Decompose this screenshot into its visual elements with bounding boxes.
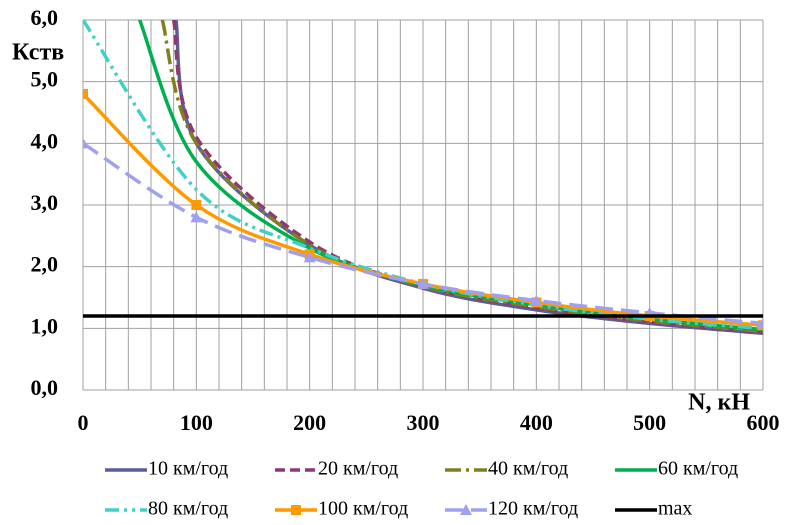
legend-marker: [291, 505, 301, 515]
y-axis-title: Кств: [12, 40, 64, 66]
y-tick-label: 3,0: [31, 190, 59, 215]
x-tick-label: 500: [633, 410, 666, 435]
y-tick-label: 2,0: [31, 252, 59, 277]
series-line: [83, 20, 763, 331]
marker: [83, 137, 89, 149]
x-tick-label: 0: [78, 410, 89, 435]
plot-lines: [83, 20, 763, 336]
marker: [530, 294, 543, 306]
marker: [191, 200, 202, 210]
y-tick-label: 6,0: [31, 5, 59, 30]
x-tick-label: 600: [747, 410, 780, 435]
x-axis-title: N, кН: [688, 390, 750, 416]
y-tick-label: 1,0: [31, 313, 59, 338]
y-tick-label: 0,0: [31, 375, 59, 400]
legend-label: 20 км/год: [318, 458, 398, 480]
x-tick-label: 200: [293, 410, 326, 435]
legend-marker: [460, 504, 472, 515]
marker: [190, 211, 203, 223]
legend-label: 60 км/год: [658, 458, 738, 480]
x-tick-label: 100: [180, 410, 213, 435]
x-tick-label: 400: [520, 410, 553, 435]
legend-label: 80 км/год: [148, 498, 228, 520]
marker: [303, 251, 316, 263]
y-tick-label: 5,0: [31, 67, 59, 92]
series-line: [171, 20, 763, 335]
x-tick-label: 300: [407, 410, 440, 435]
marker: [757, 317, 763, 329]
marker: [83, 89, 88, 99]
y-tick-label: 4,0: [31, 128, 59, 153]
legend-label: max: [658, 498, 692, 520]
legend-label: 10 км/год: [148, 458, 228, 480]
marker: [417, 277, 429, 289]
legend-label: 120 км/год: [488, 498, 578, 520]
legend-label: 100 км/год: [318, 498, 408, 520]
legend-label: 40 км/год: [488, 458, 568, 480]
